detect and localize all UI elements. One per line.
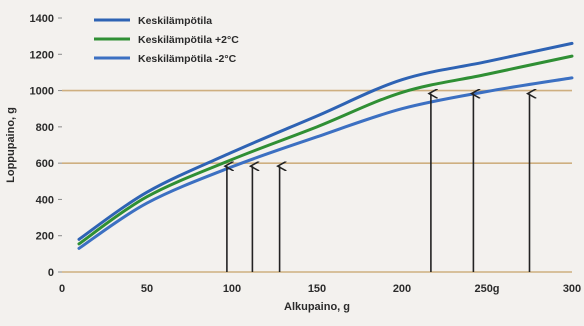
y-tick-label: 200 xyxy=(36,231,54,243)
series-lines xyxy=(77,41,574,250)
y-tick-label: 1000 xyxy=(30,86,54,98)
legend: Keskilämpötila Keskilämpötila +2°C Keskilä… xyxy=(94,15,239,65)
y-tick-label: 800 xyxy=(36,122,54,134)
legend-label: Keskilämpötila -2°C xyxy=(138,53,237,65)
x-tick-label: 200 xyxy=(393,283,411,295)
y-tick-label: 1400 xyxy=(30,13,54,25)
x-axis-ticks: 0 50 100 150 200 250g 300 xyxy=(59,283,581,295)
y-axis-label: Loppupaino, g xyxy=(5,107,17,183)
x-tick-label: 100 xyxy=(223,283,241,295)
x-tick-label: 0 xyxy=(59,283,65,295)
reference-lines xyxy=(62,89,572,273)
series-line-2 xyxy=(77,76,574,250)
y-tick-label: 1200 xyxy=(30,49,54,61)
x-axis-label: Alkupaino, g xyxy=(284,301,350,313)
legend-label: Keskilämpötila xyxy=(138,15,212,27)
x-tick-label: 50 xyxy=(141,283,153,295)
series-line-1 xyxy=(77,54,574,246)
x-tick-label: 250g xyxy=(474,283,499,295)
y-tick-label: 400 xyxy=(36,194,54,206)
legend-label: Keskilämpötila +2°C xyxy=(138,34,239,46)
y-tick-label: 0 xyxy=(48,267,54,279)
y-axis-ticks: 0 200 400 600 800 1000 1200 1400 xyxy=(30,13,62,279)
arrow-annotations xyxy=(227,94,530,272)
series-line-0 xyxy=(77,41,574,241)
x-tick-label: 150 xyxy=(308,283,326,295)
x-tick-label: 300 xyxy=(563,283,581,295)
y-tick-label: 600 xyxy=(36,158,54,170)
